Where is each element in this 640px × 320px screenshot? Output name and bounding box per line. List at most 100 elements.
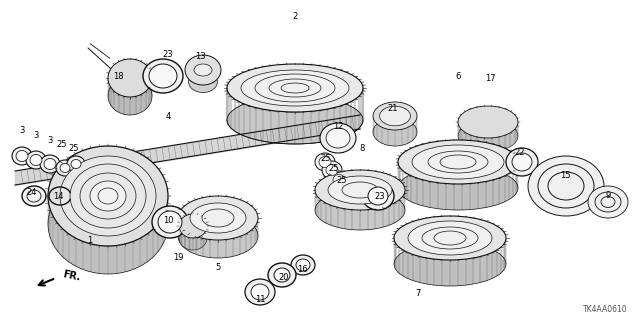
Ellipse shape — [373, 102, 417, 130]
Ellipse shape — [227, 64, 363, 112]
Text: 21: 21 — [388, 103, 398, 113]
Ellipse shape — [394, 216, 506, 260]
Ellipse shape — [320, 123, 356, 153]
Text: 22: 22 — [515, 148, 525, 156]
Ellipse shape — [48, 174, 168, 274]
Ellipse shape — [408, 221, 492, 255]
Ellipse shape — [30, 155, 42, 165]
Ellipse shape — [512, 153, 532, 171]
Text: 18: 18 — [113, 71, 124, 81]
Text: 25: 25 — [321, 154, 332, 163]
Ellipse shape — [315, 170, 405, 210]
Ellipse shape — [329, 171, 349, 189]
Ellipse shape — [98, 188, 118, 204]
Text: 25: 25 — [329, 164, 339, 172]
Text: 24: 24 — [27, 188, 37, 196]
Text: 6: 6 — [455, 71, 461, 81]
Ellipse shape — [60, 164, 70, 172]
Text: 3: 3 — [19, 125, 25, 134]
Ellipse shape — [538, 164, 594, 208]
Ellipse shape — [178, 214, 258, 258]
Ellipse shape — [108, 77, 152, 115]
Ellipse shape — [268, 263, 296, 287]
Ellipse shape — [548, 172, 584, 200]
Ellipse shape — [422, 227, 478, 249]
Text: 12: 12 — [333, 122, 343, 131]
Ellipse shape — [152, 206, 188, 238]
Text: 23: 23 — [163, 50, 173, 59]
Ellipse shape — [380, 106, 410, 126]
Ellipse shape — [601, 196, 615, 207]
Ellipse shape — [60, 156, 156, 236]
Ellipse shape — [16, 150, 28, 162]
Ellipse shape — [143, 59, 183, 93]
Text: 16: 16 — [297, 266, 307, 275]
Ellipse shape — [362, 182, 394, 210]
Text: 10: 10 — [163, 215, 173, 225]
Text: 3: 3 — [33, 131, 38, 140]
Ellipse shape — [319, 156, 331, 167]
Ellipse shape — [40, 155, 60, 173]
Ellipse shape — [189, 71, 218, 92]
Ellipse shape — [322, 161, 342, 179]
Ellipse shape — [333, 174, 345, 186]
Text: 25: 25 — [337, 175, 348, 185]
Ellipse shape — [80, 173, 136, 219]
Ellipse shape — [269, 79, 321, 97]
Ellipse shape — [241, 70, 349, 106]
Ellipse shape — [398, 140, 518, 184]
Ellipse shape — [26, 151, 46, 169]
Ellipse shape — [255, 74, 335, 102]
Ellipse shape — [528, 156, 604, 216]
Ellipse shape — [368, 187, 388, 205]
Ellipse shape — [71, 159, 81, 169]
Ellipse shape — [227, 96, 363, 144]
Ellipse shape — [342, 182, 378, 198]
Text: 5: 5 — [216, 263, 221, 273]
Ellipse shape — [440, 155, 476, 169]
Text: TK4AA0610: TK4AA0610 — [584, 305, 628, 314]
Ellipse shape — [274, 268, 290, 282]
Ellipse shape — [281, 83, 309, 93]
Ellipse shape — [108, 59, 152, 97]
Ellipse shape — [48, 146, 168, 246]
Ellipse shape — [90, 181, 126, 211]
Text: 13: 13 — [195, 52, 205, 60]
Ellipse shape — [179, 226, 207, 250]
Ellipse shape — [178, 196, 258, 240]
Text: 19: 19 — [173, 253, 183, 262]
Ellipse shape — [412, 145, 504, 179]
Text: 15: 15 — [560, 171, 570, 180]
Ellipse shape — [595, 192, 621, 212]
Ellipse shape — [251, 284, 269, 300]
Ellipse shape — [22, 186, 46, 206]
Text: 3: 3 — [47, 135, 52, 145]
Ellipse shape — [12, 147, 32, 165]
Ellipse shape — [373, 118, 417, 146]
Ellipse shape — [326, 128, 350, 148]
Ellipse shape — [194, 64, 212, 76]
Ellipse shape — [185, 55, 221, 85]
Ellipse shape — [67, 156, 85, 172]
Ellipse shape — [158, 211, 182, 233]
Ellipse shape — [315, 190, 405, 230]
Text: 8: 8 — [359, 143, 365, 153]
Text: 11: 11 — [255, 295, 265, 305]
Text: 2: 2 — [292, 12, 298, 20]
Ellipse shape — [398, 166, 518, 210]
Ellipse shape — [190, 203, 246, 233]
Ellipse shape — [149, 64, 177, 88]
Ellipse shape — [296, 259, 310, 271]
Ellipse shape — [27, 190, 41, 202]
Ellipse shape — [326, 164, 338, 175]
Ellipse shape — [458, 106, 518, 138]
Ellipse shape — [458, 120, 518, 152]
Ellipse shape — [245, 279, 275, 305]
Text: 7: 7 — [415, 289, 420, 298]
Ellipse shape — [44, 158, 56, 170]
Ellipse shape — [506, 148, 538, 176]
Text: 17: 17 — [484, 74, 495, 83]
Ellipse shape — [394, 242, 506, 286]
Ellipse shape — [56, 160, 74, 176]
Ellipse shape — [428, 151, 488, 173]
